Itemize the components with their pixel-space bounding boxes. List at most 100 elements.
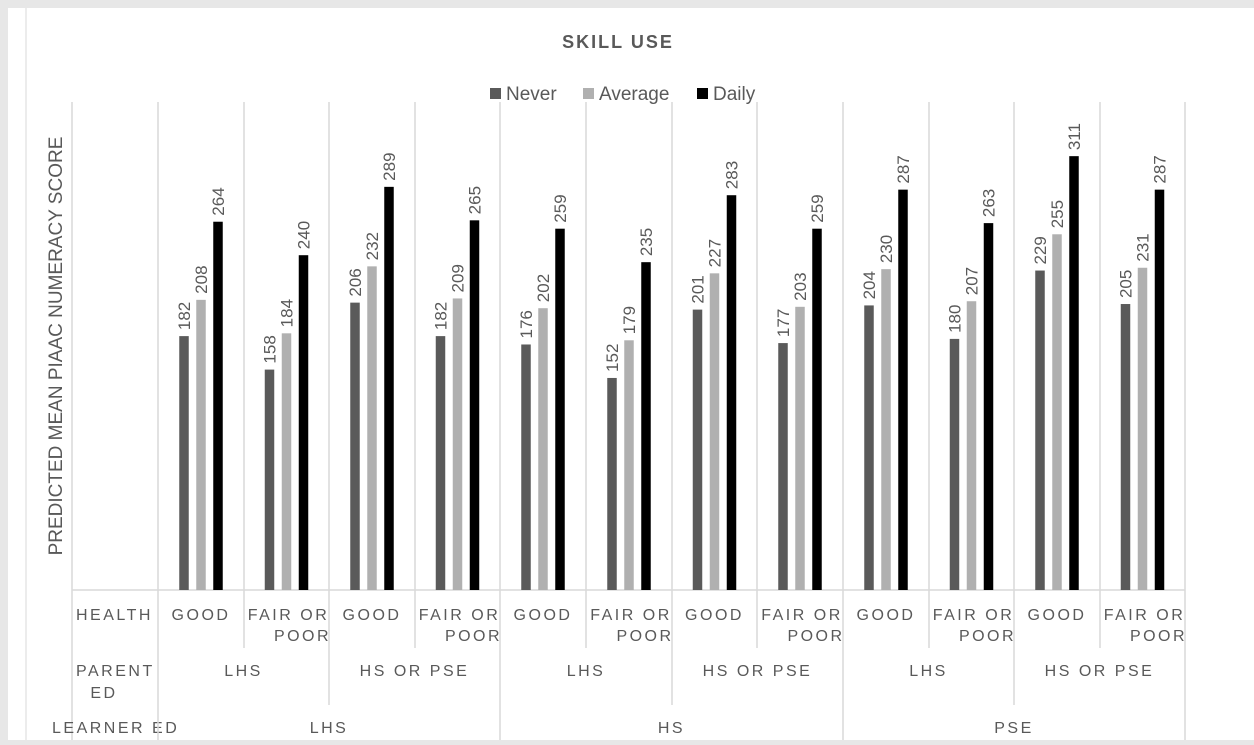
legend-daily-swatch [697,88,708,99]
data-label-never: 152 [603,344,622,372]
bar-average [709,273,720,590]
bar-never [350,302,360,590]
parent-ed-tick-label: LHS [909,663,948,680]
health-tick-label: POOR [274,628,331,645]
bar-average [367,266,377,590]
bar-average [795,306,805,590]
data-label-never: 229 [1031,236,1050,264]
learner-ed-tick-label: PSE [994,720,1034,737]
data-label-average: 227 [706,239,725,267]
health-tick-label: GOOD [172,607,231,624]
bar-daily [1069,156,1079,590]
row-label-parent-ed-line1: PARENT [76,663,155,680]
data-label-never: 201 [689,275,708,303]
bar-never [607,377,617,590]
bar-daily [812,228,822,590]
data-label-never: 158 [261,335,280,363]
health-tick-label: GOOD [514,607,573,624]
data-label-average: 179 [620,306,639,334]
bar-average [281,333,292,590]
data-label-average: 232 [363,232,382,260]
data-label-daily: 283 [723,161,742,189]
data-label-daily: 287 [1151,155,1170,183]
data-label-average: 207 [963,267,982,295]
bar-never [1035,270,1045,590]
bar-daily [726,195,737,590]
health-tick-label: FAIR OR [933,607,1015,624]
data-label-daily: 289 [380,152,399,180]
learner-ed-tick-label: HS [658,720,685,737]
data-label-average: 184 [278,299,297,327]
data-label-daily: 287 [894,155,913,183]
bar-daily [469,220,480,590]
row-label-parent-ed-line2: ED [90,685,117,702]
row-label-health: HEALTH [76,607,153,624]
data-label-never: 180 [946,305,965,333]
health-tick-label: FAIR OR [590,607,672,624]
bar-never [264,369,275,590]
bar-never [949,338,960,590]
data-label-never: 205 [1117,270,1136,298]
bar-average [624,340,634,590]
data-label-daily: 264 [209,187,228,215]
data-label-never: 204 [860,271,879,299]
chart-title: SKILL USE [562,32,674,52]
data-label-daily: 235 [637,228,656,256]
bar-never [179,336,189,590]
bar-never [435,336,446,590]
legend-never-label: Never [506,84,557,105]
legend-average-swatch [583,88,594,99]
bar-average [1052,234,1062,590]
health-tick-label: FAIR OR [1104,607,1186,624]
legend-daily-label: Daily [713,84,756,105]
data-label-average: 230 [877,235,896,263]
bar-daily [898,189,908,590]
parent-ed-tick-label: HS OR PSE [703,663,813,680]
health-tick-label: POOR [616,628,673,645]
health-tick-label: POOR [959,628,1016,645]
bar-daily [641,262,651,590]
y-axis-title: PREDICTED MEAN PIAAC NUMERACY SCORE [46,137,67,556]
bar-average [966,301,977,590]
bar-never [778,343,788,590]
legend-never-swatch [490,88,501,99]
health-tick-label: GOOD [343,607,402,624]
bar-daily [384,186,394,590]
data-label-daily: 259 [551,194,570,222]
data-label-daily: 311 [1065,123,1084,150]
bar-average [881,269,891,590]
health-tick-label: FAIR OR [761,607,843,624]
health-tick-label: FAIR OR [419,607,501,624]
health-tick-label: POOR [1130,628,1187,645]
bar-average [538,308,548,590]
bar-daily [298,255,309,590]
bar-average [196,299,206,590]
data-label-never: 177 [774,309,793,337]
data-label-never: 176 [517,310,536,338]
bar-never [1120,304,1131,590]
parent-ed-tick-label: LHS [567,663,606,680]
data-label-average: 209 [449,264,468,292]
data-label-average: 231 [1134,233,1153,261]
data-label-never: 182 [432,302,451,330]
bar-daily [555,228,565,590]
bar-daily [1154,189,1165,590]
health-tick-label: FAIR OR [248,607,330,624]
row-label-learner-ed: LEARNER ED [52,720,179,737]
legend-average-label: Average [599,84,669,105]
health-tick-label: POOR [787,628,844,645]
bar-never [521,344,531,590]
data-label-average: 203 [791,272,810,300]
health-tick-label: GOOD [1028,607,1087,624]
health-tick-label: GOOD [685,607,744,624]
learner-ed-tick-label: LHS [310,720,349,737]
health-tick-label: GOOD [857,607,916,624]
data-label-daily: 240 [295,221,314,249]
data-label-average: 208 [192,265,211,293]
parent-ed-tick-label: LHS [224,663,263,680]
bar-average [1137,267,1148,590]
data-label-daily: 259 [808,194,827,222]
bar-daily [213,221,223,590]
